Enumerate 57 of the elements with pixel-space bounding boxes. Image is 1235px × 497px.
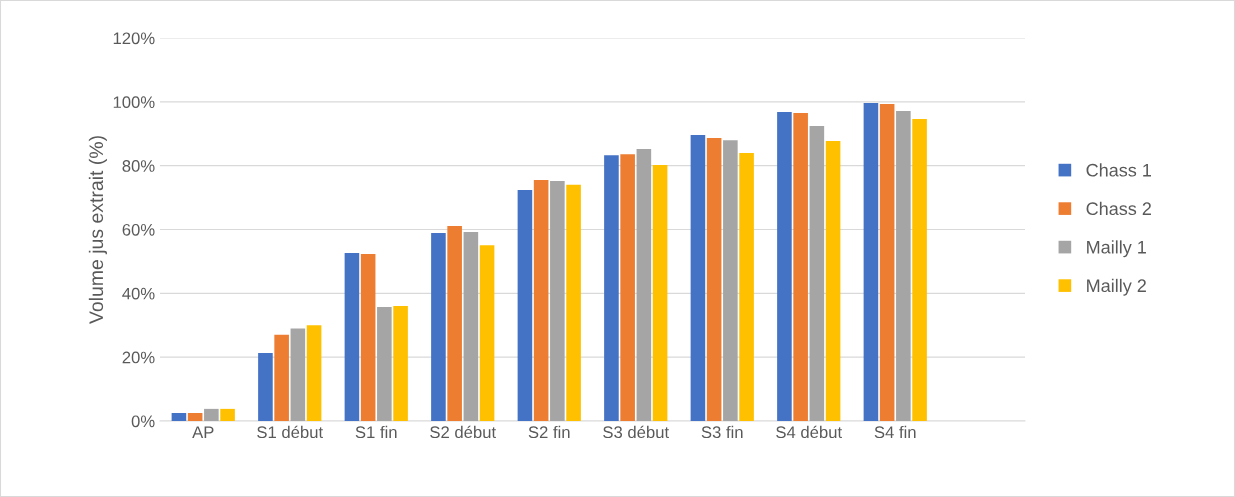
bar: [187, 413, 203, 421]
y-tick-label: 60%: [122, 223, 155, 236]
x-tick-label: S4 début: [776, 425, 842, 439]
bar: [171, 413, 187, 421]
bar: [258, 353, 273, 421]
bar: [690, 135, 706, 421]
y-tick-label: 120%: [113, 32, 155, 45]
x-tick-label: S4 fin: [874, 425, 916, 439]
bar: [431, 233, 446, 421]
bar: [636, 149, 652, 421]
y-tick-label: 100%: [113, 96, 155, 109]
bar: [360, 254, 376, 421]
bar: [377, 307, 392, 421]
bar: [306, 325, 322, 421]
x-tick-label: S1 fin: [355, 425, 397, 439]
bar: [204, 408, 219, 421]
x-tick-label: S2 début: [430, 425, 496, 439]
legend-label: Chass 1: [1086, 163, 1151, 177]
bar: [604, 155, 619, 421]
legend-label: Chass 2: [1086, 201, 1151, 216]
bar: [793, 113, 808, 421]
bar: [825, 141, 841, 421]
bar: [566, 184, 581, 421]
x-tick-label: S3 fin: [701, 425, 743, 439]
bar: [912, 119, 927, 421]
bar: [393, 306, 408, 421]
bar: [550, 180, 565, 421]
bar: [463, 232, 479, 421]
legend-label: Mailly 1: [1087, 240, 1146, 258]
bar: [517, 189, 533, 421]
x-tick-label: AP: [192, 426, 214, 438]
y-axis-title: Volume jus extrait (%): [88, 136, 107, 324]
bar: [723, 140, 738, 421]
bar: [896, 111, 911, 421]
bar: [447, 225, 462, 421]
x-tick-label: S1 début: [257, 425, 323, 439]
bar: [777, 112, 792, 421]
x-tick-label: S3 début: [603, 425, 669, 439]
x-tick-label: S2 fin: [528, 425, 570, 439]
bar: [652, 165, 668, 421]
y-tick-label: 0%: [131, 415, 155, 428]
bar: [533, 180, 549, 421]
y-tick-label: 40%: [122, 287, 155, 300]
bar: [220, 408, 235, 421]
bar: [620, 154, 635, 421]
bar: [290, 328, 306, 421]
bar: [706, 137, 722, 421]
y-tick-label: 20%: [122, 351, 155, 364]
legend-label: Mailly 2: [1087, 278, 1146, 296]
bar: [479, 245, 495, 421]
bar: [739, 152, 754, 421]
bar: [809, 126, 825, 421]
bar: [274, 334, 289, 421]
bar: [863, 103, 879, 421]
bar: [879, 104, 895, 421]
y-tick-label: 80%: [122, 160, 155, 172]
bar: [344, 253, 360, 421]
